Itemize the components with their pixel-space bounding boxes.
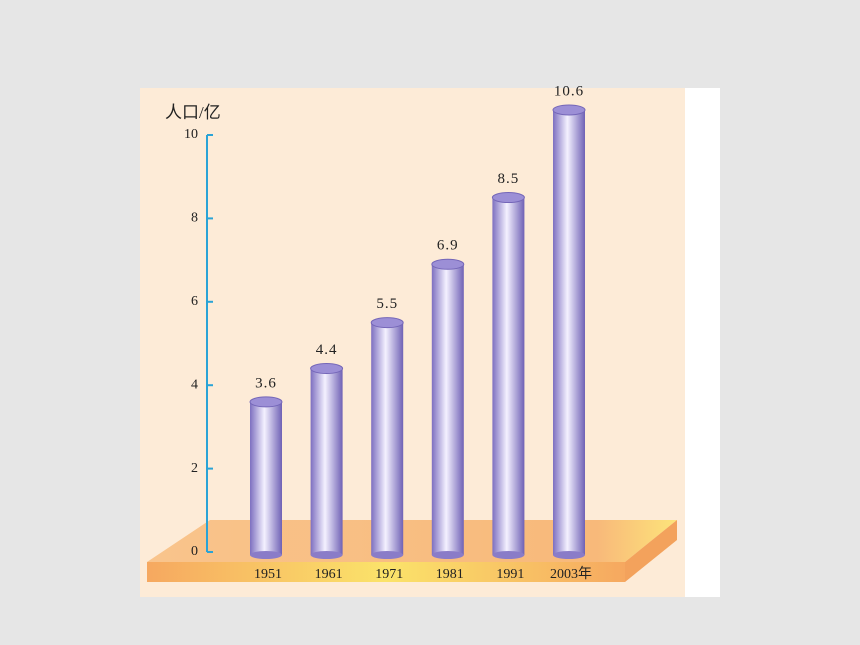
bar-bottom (371, 551, 404, 559)
y-tick-label: 2 (191, 461, 198, 476)
x-tick-label: 1971 (375, 567, 403, 582)
bar-body (431, 264, 464, 555)
value-label: 6.9 (437, 238, 459, 254)
plot-area: 0 2 4 6 8 10 3.6 1951 4.4 1961 5.5 1971 6.9 1981 8.5 19… (184, 83, 592, 582)
platform-top (147, 520, 677, 562)
y-tick-label: 10 (184, 127, 198, 142)
bar-bottom (250, 551, 282, 559)
bar (491, 192, 525, 559)
value-label: 10.6 (554, 83, 584, 99)
x-tick-label: 1961 (315, 567, 343, 582)
bar (249, 396, 283, 559)
chart-panel (140, 88, 685, 597)
y-tick-label: 4 (191, 377, 198, 392)
bar-bottom (431, 551, 464, 559)
value-label: 4.4 (316, 342, 338, 358)
bar-cap (491, 192, 525, 204)
bar-body (371, 322, 404, 555)
bar-body (250, 401, 282, 555)
bar (310, 363, 344, 559)
bar-body (492, 197, 525, 556)
y-tick-label: 8 (191, 211, 198, 226)
y-axis-label: 人口/亿 (165, 103, 221, 122)
value-label: 3.6 (255, 375, 277, 391)
x-tick-label: 1991 (496, 567, 524, 582)
side-strip (685, 88, 720, 597)
bar-body (553, 109, 585, 555)
bar-bottom (310, 551, 343, 559)
bar (431, 258, 465, 559)
bar-bottom (492, 551, 525, 559)
y-tick-label: 6 (191, 294, 198, 309)
platform-front (147, 562, 625, 582)
bar (370, 317, 404, 559)
bar-bottom (553, 551, 585, 559)
bar-body (310, 368, 343, 555)
bar-cap (249, 396, 283, 408)
bar-cap (310, 363, 344, 375)
bar-cap (552, 104, 586, 116)
bar-cap (370, 317, 404, 329)
x-tick-label: 1951 (254, 567, 282, 582)
y-tick-label: 0 (191, 544, 198, 559)
bar (552, 104, 586, 559)
value-label: 5.5 (376, 296, 398, 312)
x-tick-label: 2003年 (550, 566, 592, 582)
platform-side (625, 520, 677, 582)
x-tick-label: 1981 (436, 567, 464, 582)
bar-cap (431, 258, 465, 270)
value-label: 8.5 (498, 171, 520, 187)
